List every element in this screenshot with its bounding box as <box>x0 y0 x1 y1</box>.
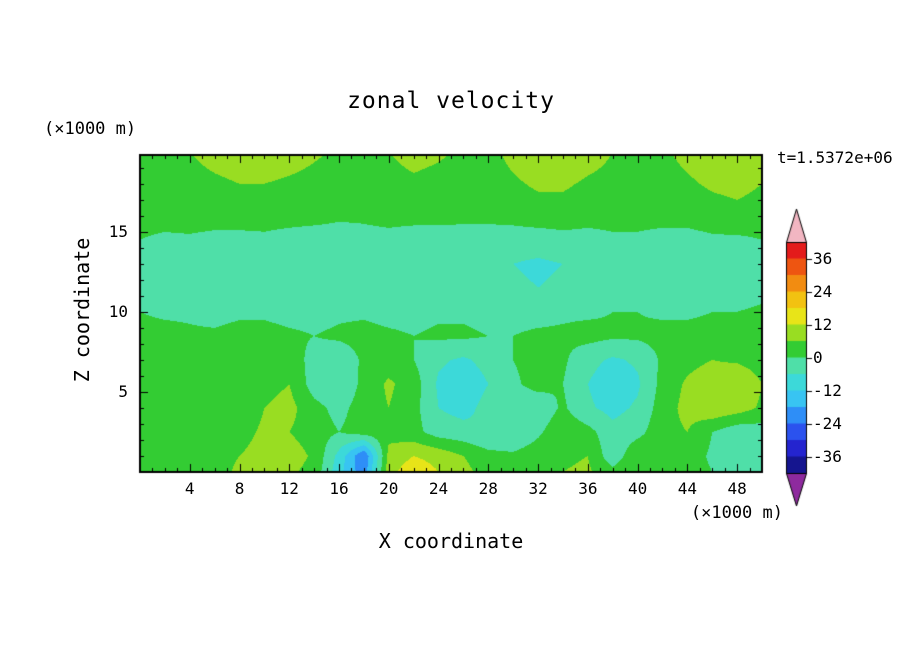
y-tick-label: 10 <box>108 301 128 321</box>
x-tick-label: 32 <box>528 479 548 498</box>
time-label: t=1.5372e+06 <box>777 148 893 167</box>
colorbar-tick-label: 12 <box>813 314 833 334</box>
plot-title: zonal velocity <box>347 88 555 114</box>
x-tick-label: 20 <box>379 479 399 498</box>
y-axis-unit: (×1000 m) <box>44 119 137 139</box>
x-tick-label: 16 <box>329 479 349 498</box>
colorbar-tick-label: -36 <box>813 446 842 466</box>
x-tick-label: 36 <box>578 479 598 498</box>
x-axis-unit: (×1000 m) <box>690 503 783 523</box>
x-tick-label: 40 <box>627 479 648 498</box>
x-tick-label: 44 <box>677 479 697 498</box>
x-tick-label: 48 <box>727 479 747 498</box>
x-tick-label: 28 <box>478 479 498 498</box>
y-tick-label: 5 <box>118 381 128 401</box>
x-axis-label: X coordinate <box>378 529 524 553</box>
colorbar-tick-label: -24 <box>813 413 842 433</box>
x-tick-label: 12 <box>279 479 299 498</box>
colorbar-tick-label: 36 <box>813 248 833 268</box>
x-tick-label: 24 <box>428 479 449 498</box>
colorbar-tick-label: 0 <box>813 347 823 367</box>
colorbar-tick-label: -12 <box>813 380 842 400</box>
x-tick-label: 4 <box>184 479 195 498</box>
x-tick-label: 8 <box>234 479 245 498</box>
colorbar-tick-label: 24 <box>813 281 833 301</box>
y-tick-label: 15 <box>108 221 128 241</box>
